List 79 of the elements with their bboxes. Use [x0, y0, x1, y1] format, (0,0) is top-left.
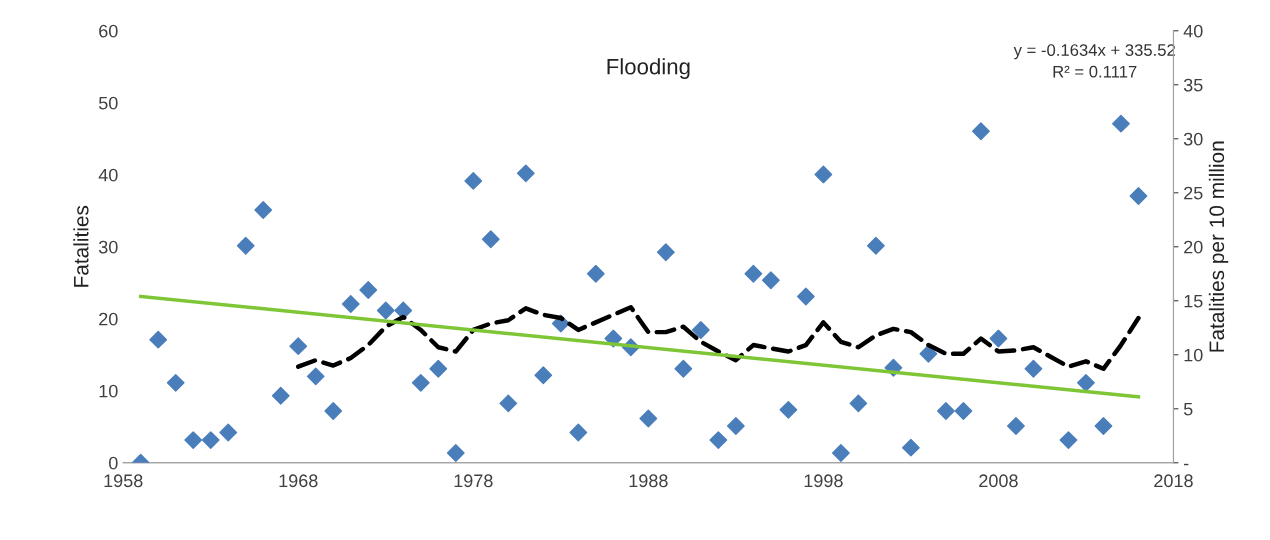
x-tick-label: 2008	[979, 474, 1018, 488]
y-tick-label: 40	[98, 168, 118, 182]
point	[989, 329, 1008, 348]
annotation: y = -0.1634x + 335.52	[1013, 44, 1175, 60]
point	[341, 295, 360, 313]
point	[937, 402, 955, 420]
y-tick-label: 20	[99, 312, 118, 326]
x-tick-label: 1978	[454, 474, 493, 488]
point	[901, 438, 920, 457]
y2-axis-title: Fatalities per 10 million	[1208, 141, 1229, 352]
y2-tick-label: -	[1184, 463, 1189, 466]
point	[814, 165, 833, 184]
point	[866, 236, 885, 255]
point	[324, 402, 343, 420]
point	[779, 400, 798, 419]
x-tick-label: 1998	[804, 474, 843, 488]
point	[639, 409, 658, 428]
point	[796, 287, 815, 306]
point	[464, 171, 483, 190]
point	[446, 444, 465, 462]
y2-tick-label: 20	[1184, 240, 1203, 254]
y-tick-label: 30	[98, 240, 118, 254]
y-tick-label: 60	[99, 24, 118, 38]
y-tick-label: 10	[99, 384, 118, 398]
point	[516, 164, 535, 183]
point	[184, 431, 203, 450]
point	[166, 373, 185, 392]
point	[761, 271, 780, 290]
point	[429, 359, 448, 378]
x-tick-label: 1968	[279, 474, 318, 488]
point	[656, 243, 675, 262]
x-tick-label: 1958	[104, 474, 143, 488]
y2-tick-label: 10	[1184, 348, 1203, 362]
point	[376, 301, 395, 320]
point	[1059, 431, 1078, 450]
y2-tick-label: 15	[1184, 294, 1203, 308]
point	[831, 444, 850, 462]
point	[481, 230, 500, 249]
point	[271, 386, 290, 405]
point	[569, 423, 588, 442]
point	[972, 122, 990, 141]
point	[919, 344, 938, 363]
point	[499, 394, 518, 413]
y-tick-label: 0	[108, 456, 118, 470]
x-tick-label: 1988	[629, 474, 668, 488]
point	[744, 264, 763, 283]
point	[236, 236, 255, 255]
y2-tick-label: 40	[1183, 24, 1203, 38]
point	[954, 402, 973, 420]
point	[359, 281, 378, 299]
point	[726, 417, 745, 435]
point	[1112, 114, 1130, 133]
point	[201, 431, 220, 450]
point	[1129, 187, 1148, 205]
point	[254, 201, 273, 219]
point	[306, 367, 325, 386]
point	[674, 359, 693, 378]
y-axis-title: Fatalities	[73, 205, 89, 287]
annotation: R² = 0.1117	[1053, 65, 1137, 78]
point	[709, 431, 728, 450]
y2-tick-label: 5	[1183, 402, 1193, 416]
y2-tick-label: 35	[1183, 78, 1203, 92]
point	[849, 394, 868, 413]
point	[219, 423, 238, 442]
point	[1077, 373, 1095, 392]
x-tick-label: 2018	[1154, 474, 1193, 488]
y-tick-label: 50	[98, 96, 118, 110]
point	[534, 366, 553, 385]
y2-tick-label: 25	[1184, 186, 1203, 200]
point	[691, 321, 710, 339]
point	[1094, 417, 1113, 435]
point	[586, 264, 605, 283]
point	[411, 373, 430, 392]
y2-tick-label: 30	[1183, 132, 1203, 146]
point	[289, 337, 308, 356]
point	[1007, 417, 1025, 435]
point	[1024, 359, 1043, 378]
text: Flooding	[607, 58, 690, 79]
point	[149, 330, 168, 349]
